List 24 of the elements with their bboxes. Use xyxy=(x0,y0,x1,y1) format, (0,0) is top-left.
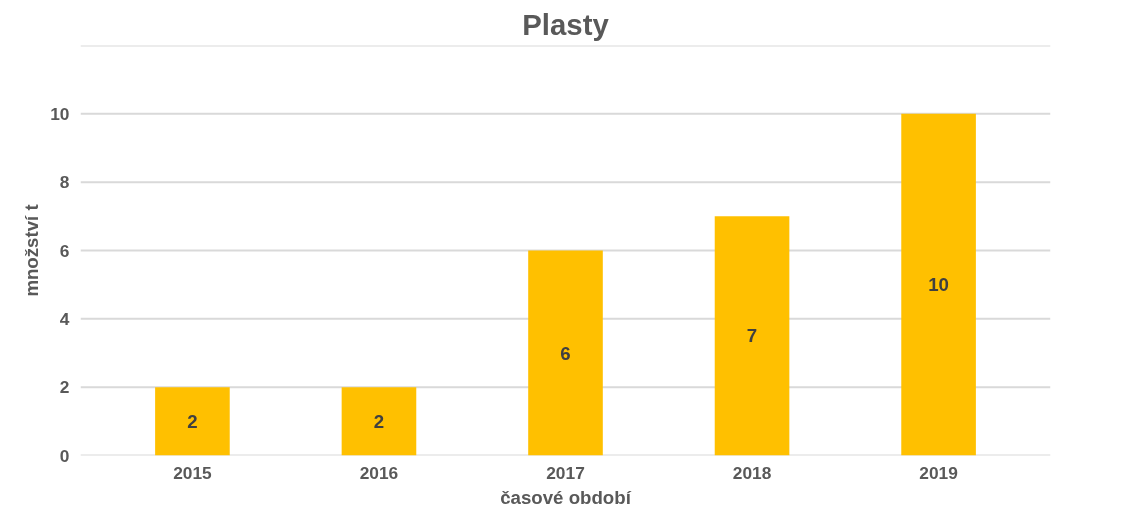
y-tick-label: 6 xyxy=(59,240,70,261)
y-tick-label: 0 xyxy=(59,445,70,466)
bar xyxy=(155,387,230,456)
data-label: 10 xyxy=(928,274,949,296)
data-label: 7 xyxy=(746,325,758,347)
data-label: 2 xyxy=(187,410,198,432)
chart-title: Plasty xyxy=(522,7,610,41)
bar xyxy=(341,387,417,456)
y-tick-label: 4 xyxy=(59,308,70,329)
x-tick-label: 2017 xyxy=(546,462,585,483)
y-tick-label: 8 xyxy=(59,172,70,193)
y-axis-title: množství t xyxy=(21,204,43,297)
y-tick-label: 10 xyxy=(50,103,70,124)
x-tick-label: 2015 xyxy=(173,462,213,483)
bar xyxy=(528,250,603,456)
y-tick-label: 2 xyxy=(59,377,70,398)
data-label: 6 xyxy=(560,342,571,364)
x-axis-title: časové období xyxy=(500,486,632,508)
x-tick-label: 2018 xyxy=(732,462,772,483)
x-tick-label: 2019 xyxy=(919,462,958,483)
bar xyxy=(901,113,976,456)
x-tick-label: 2016 xyxy=(359,462,399,483)
data-label: 2 xyxy=(373,410,385,432)
bar xyxy=(714,216,790,456)
